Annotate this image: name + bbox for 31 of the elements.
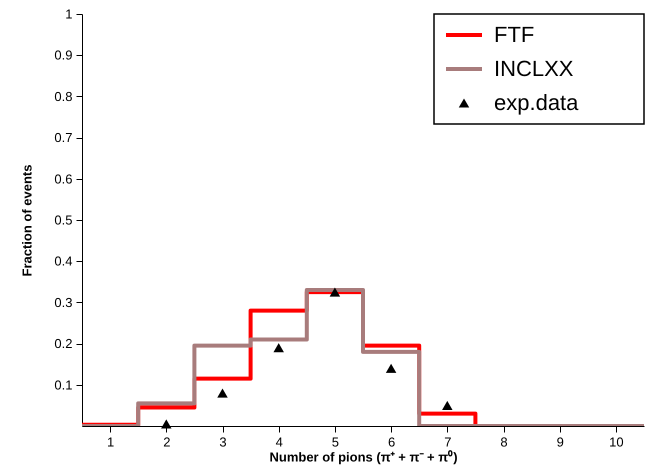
x-tick-label: 4 xyxy=(276,434,283,450)
point xyxy=(217,388,228,398)
legend-label: exp.data xyxy=(494,90,580,115)
y-tick-label: 0.7 xyxy=(54,130,72,146)
y-tick-label: 0.1 xyxy=(54,377,72,392)
y-tick-label: 0.2 xyxy=(54,336,72,352)
point xyxy=(161,419,172,428)
point xyxy=(442,400,453,410)
x-tick-label: 2 xyxy=(163,434,170,450)
y-tick-label: 0.5 xyxy=(54,212,72,228)
y-tick-label: 0.3 xyxy=(54,294,72,310)
x-tick-label: 5 xyxy=(332,434,340,450)
y-axis-title: Fraction of events xyxy=(19,164,34,276)
x-tick-label: 6 xyxy=(388,434,396,450)
y-tick-label: 0.9 xyxy=(54,48,72,63)
x-tick-label: 9 xyxy=(556,434,564,450)
x-tick-label: 7 xyxy=(444,434,452,450)
x-tick-label: 1 xyxy=(106,434,114,450)
y-tick-label: 0.6 xyxy=(54,171,72,186)
y-tick-label: 0.8 xyxy=(54,88,72,104)
x-axis-title: Number of pions (π⁺ + π⁻ + π⁰) xyxy=(269,450,458,464)
point xyxy=(386,364,396,373)
legend-label: FTF xyxy=(494,22,534,47)
x-tick-label: 8 xyxy=(500,434,508,450)
point xyxy=(330,288,340,297)
y-tick-label: 0.4 xyxy=(54,254,72,269)
legend-label: INCLXX xyxy=(494,56,574,81)
y-tick-label: 1 xyxy=(65,6,72,22)
point xyxy=(273,343,284,352)
x-tick-label: 10 xyxy=(609,434,624,450)
x-tick-label: 3 xyxy=(219,434,227,450)
